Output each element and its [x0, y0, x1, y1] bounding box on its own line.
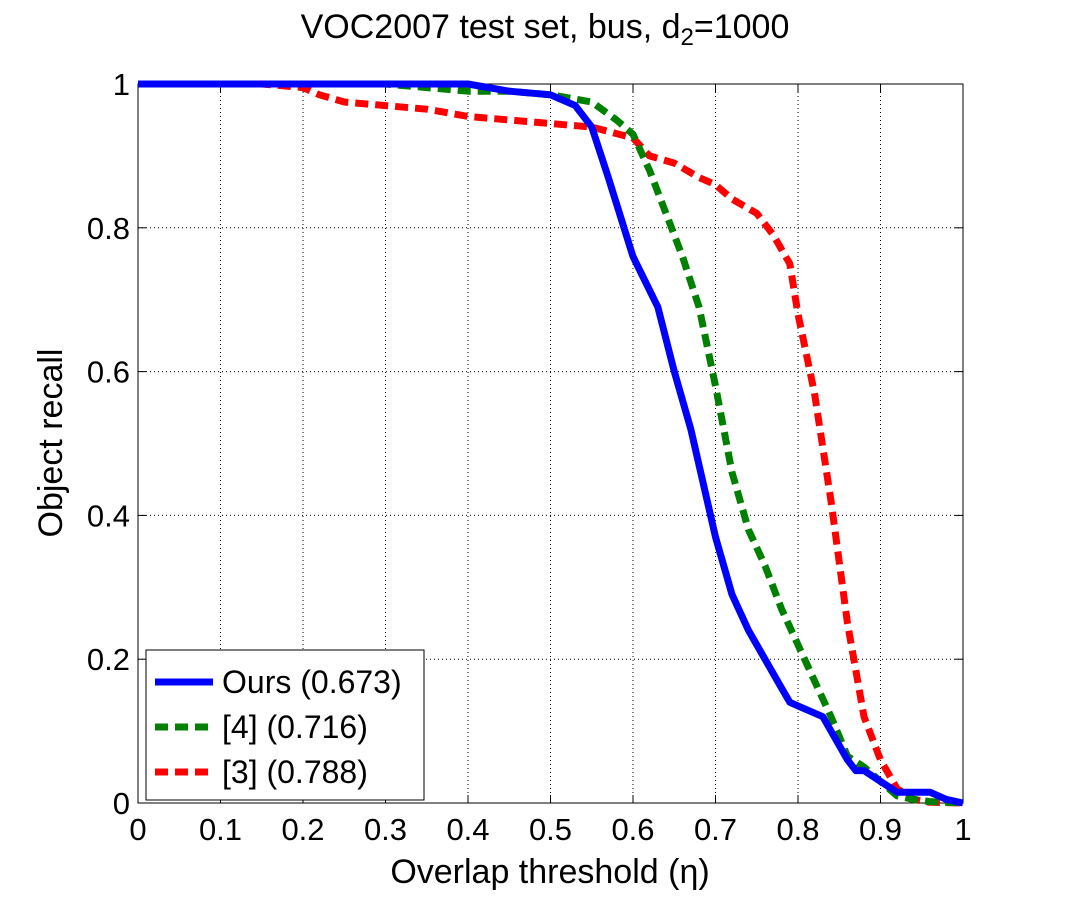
x-tick-label: 0.7 — [694, 812, 737, 847]
chart-title: VOC2007 test set, bus, d2=1000 — [301, 8, 790, 51]
x-tick-label: 1 — [954, 812, 971, 847]
axis-ticks: 0 0.1 0.2 0.3 0.4 0.5 0.6 0.7 0.8 0.9 1 0 0.2 0.4 0.6 0… — [87, 67, 972, 847]
y-tick-label: 0.2 — [87, 642, 130, 677]
x-tick-label: 0.1 — [199, 812, 242, 847]
title-subscript: 2 — [681, 24, 694, 51]
legend-label-1: [4] (0.716) — [222, 709, 368, 745]
series-layer — [138, 80, 964, 807]
x-tick-label: 0.5 — [529, 812, 572, 847]
title-tail: =1000 — [694, 8, 790, 46]
y-tick-label: 0 — [113, 786, 130, 821]
x-tick-label: 0.6 — [611, 812, 654, 847]
legend: Ours (0.673) [4] (0.716) [3] (0.788) — [145, 649, 425, 801]
x-tick-label: 0 — [129, 812, 146, 847]
y-tick-label: 0.8 — [87, 211, 130, 246]
x-tick-label: 0.4 — [446, 812, 489, 847]
series-line-2 — [138, 80, 964, 807]
x-tick-label: 0.2 — [281, 812, 324, 847]
series-line-0 — [138, 80, 964, 807]
legend-box — [145, 649, 425, 801]
x-axis-label: Overlap threshold (η) — [390, 853, 709, 891]
y-tick-label: 0.6 — [87, 355, 130, 390]
grid-lines — [138, 84, 963, 803]
legend-label-0: Ours (0.673) — [222, 664, 402, 700]
y-axis-label: Object recall — [32, 349, 70, 538]
x-tick-label: 0.9 — [859, 812, 902, 847]
x-tick-label: 0.8 — [776, 812, 819, 847]
x-tick-label: 0.3 — [364, 812, 407, 847]
legend-label-2: [3] (0.788) — [222, 754, 368, 790]
title-main: VOC2007 test set, bus, d — [301, 8, 681, 46]
y-tick-label: 1 — [113, 67, 130, 102]
y-tick-label: 0.4 — [87, 498, 130, 533]
